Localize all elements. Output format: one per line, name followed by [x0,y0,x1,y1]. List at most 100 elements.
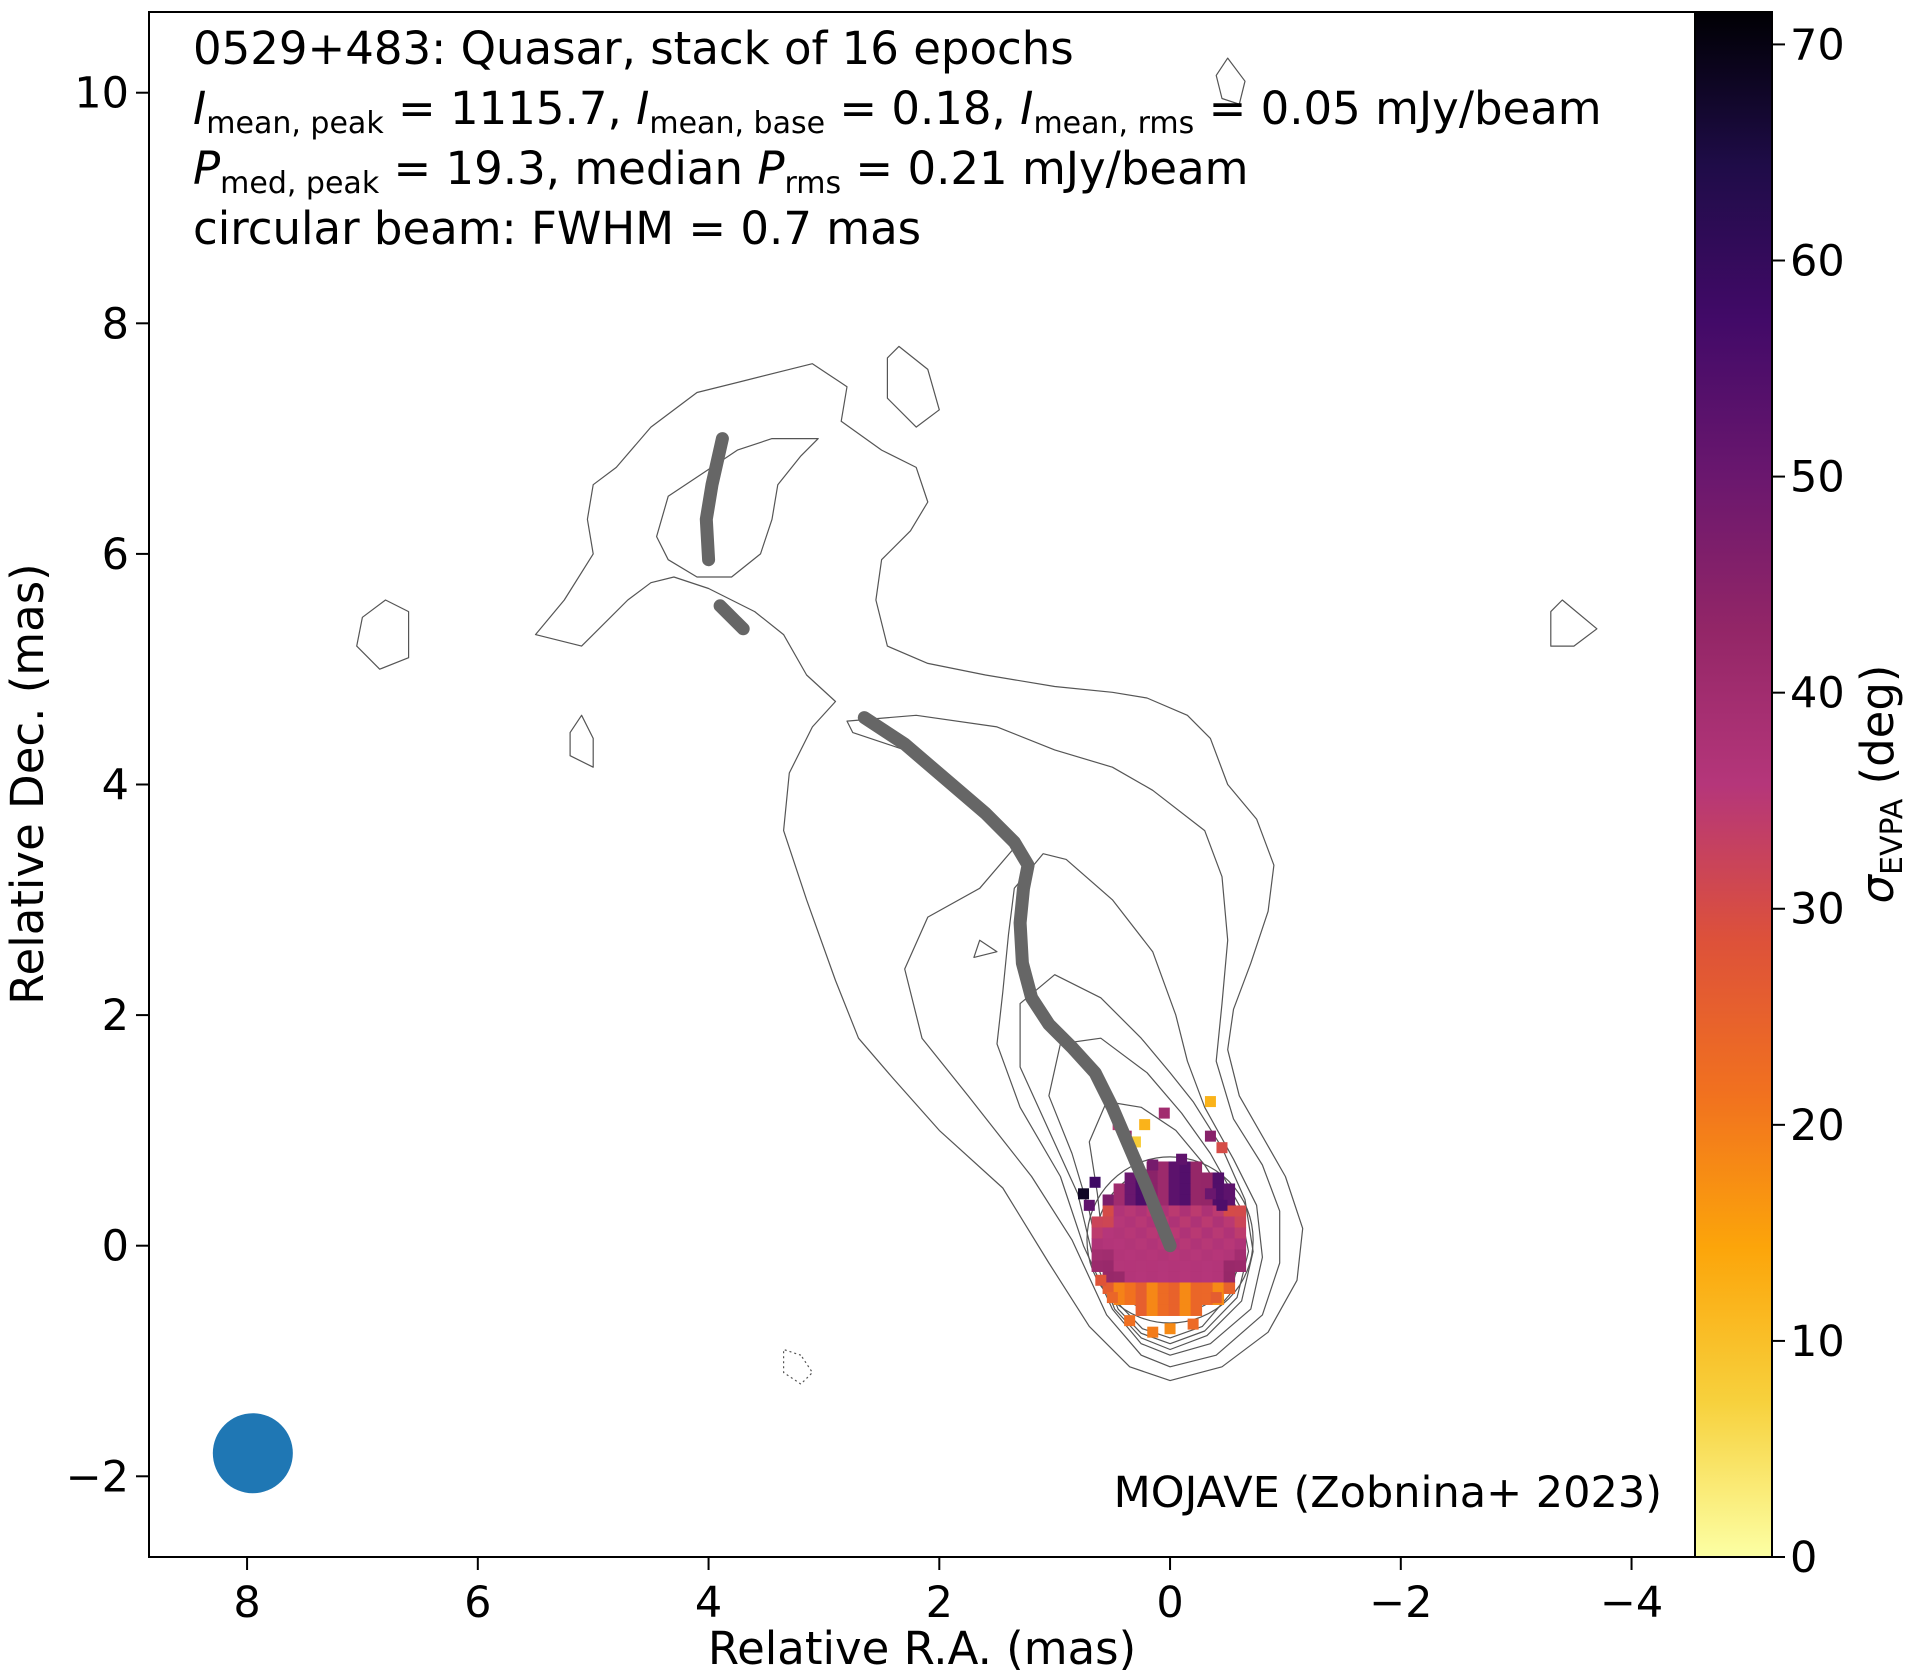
evpa-pixel [1201,1260,1214,1272]
title-fragment: = 0.18, [825,82,1020,135]
evpa-pixel [1146,1172,1159,1184]
evpa-pixel [1146,1227,1159,1239]
evpa-pixel [1157,1172,1170,1184]
evpa-pixel [1157,1271,1170,1283]
evpa-pixel [1168,1282,1181,1294]
contour-14 [1086,1156,1254,1324]
evpa-core-disk [1091,1161,1247,1316]
evpa-pixel [1168,1194,1181,1206]
evpa-pixel [1157,1205,1170,1217]
evpa-pixel [1201,1249,1214,1261]
evpa-pixel [1146,1238,1159,1250]
evpa-pixel [1223,1282,1236,1294]
evpa-pixel [1135,1304,1148,1316]
x-tick-label: 2 [926,1578,953,1628]
colorbar: 0 10 20 30 40 50 60 70 σEVPA (deg) [1694,11,1905,1583]
evpa-pixel [1168,1293,1181,1305]
title-fragment: rms [784,166,841,201]
y-tick-label: 4 [102,761,129,811]
x-tick-label: 4 [695,1578,722,1628]
evpa-pixel [1102,1260,1115,1272]
evpa-pixel [1124,1260,1137,1272]
evpa-pixel [1234,1260,1247,1272]
evpa-pixel [1179,1249,1192,1261]
title-line-2: Imean, peak = 1115.7, Imean, base = 0.18… [193,82,1602,141]
evpa-pixel [1204,1096,1216,1108]
beam-ellipse [212,1413,293,1494]
evpa-pixel [1204,1188,1216,1200]
plot-background [149,12,1695,1557]
y-tick-label: −2 [66,1452,129,1502]
evpa-pixel [1223,1271,1236,1283]
colorbar-label: σEVPA (deg) [1851,665,1905,904]
x-tick-label: 8 [233,1578,260,1628]
plot-area [148,11,1696,1558]
evpa-pixel [1168,1260,1181,1272]
colorbar-frame [1694,11,1773,1558]
evpa-pixel [1089,1176,1101,1188]
evpa-pixel [1135,1271,1148,1283]
evpa-pixel [1190,1249,1203,1261]
evpa-pixel [1212,1205,1225,1217]
x-tick-label: −4 [1600,1578,1663,1628]
evpa-pixel [1168,1227,1181,1239]
evpa-pixel [1078,1188,1090,1200]
evpa-pixel [1135,1260,1148,1272]
evpa-pixel [1164,1323,1176,1335]
evpa-pixel [1091,1260,1104,1272]
title-fragment: med, peak [220,166,380,201]
evpa-pixel [1102,1238,1115,1250]
evpa-pixel [1179,1238,1192,1250]
evpa-pixel [1234,1249,1247,1261]
evpa-pixel [1212,1282,1225,1294]
evpa-pixel [1102,1194,1115,1206]
evpa-pixel [1091,1227,1104,1239]
evpa-pixel [1168,1304,1181,1316]
evpa-pixel [1124,1227,1137,1239]
x-axis-label: Relative R.A. (mas) [708,1622,1136,1674]
title-fragment: P [193,142,221,195]
colorbar-tick-label: 20 [1790,1101,1845,1151]
evpa-pixel [1102,1271,1115,1283]
evpa-pixel [1179,1205,1192,1217]
evpa-pixel [1179,1304,1192,1316]
title-fragment: circular beam: FWHM = 0.7 mas [193,202,921,255]
contour-2 [569,714,594,768]
evpa-pixel [1190,1293,1203,1305]
contour-9 [656,438,819,578]
x-tick-label: 6 [464,1578,491,1628]
evpa-pixel [1190,1304,1203,1316]
evpa-pixel [1223,1249,1236,1261]
evpa-pixel [1139,1119,1151,1131]
evpa-pixel [1158,1107,1170,1119]
evpa-pixel [1223,1205,1236,1217]
evpa-pixel [1179,1271,1192,1283]
contour-5 [886,345,940,428]
evpa-pixel [1223,1227,1236,1239]
title-line-3: Pmed, peak = 19.3, median Prms = 0.21 mJ… [193,142,1249,201]
title-fragment: = 0.05 mJy/beam [1194,82,1601,135]
evpa-pixel [1190,1227,1203,1239]
evpa-pixel [1091,1249,1104,1261]
evpa-pixel [1216,1199,1228,1211]
evpa-pixel [1179,1227,1192,1239]
evpa-pixel [1212,1172,1225,1184]
y-tick-label: 10 [74,69,129,119]
evpa-pixel [1135,1227,1148,1239]
evpa-pixel [1146,1271,1159,1283]
evpa-pixel [1223,1238,1236,1250]
evpa-pixel [1201,1216,1214,1228]
evpa-pixel [1124,1205,1137,1217]
x-axis: 8 6 4 2 0 −2 −4 [233,1557,1663,1628]
colorbar-tick-label: 10 [1790,1317,1845,1367]
credit-label: MOJAVE (Zobnina+ 2023) [1114,1468,1662,1518]
title-fragment: I [193,82,206,135]
evpa-pixel [1190,1282,1203,1294]
evpa-pixel [1124,1315,1136,1327]
evpa-pixel [1124,1238,1137,1250]
evpa-pixel [1113,1216,1126,1228]
contour-3 [1550,599,1598,647]
evpa-pixel [1201,1194,1214,1206]
evpa-pixel [1201,1205,1214,1217]
evpa-pixel [1124,1282,1137,1294]
